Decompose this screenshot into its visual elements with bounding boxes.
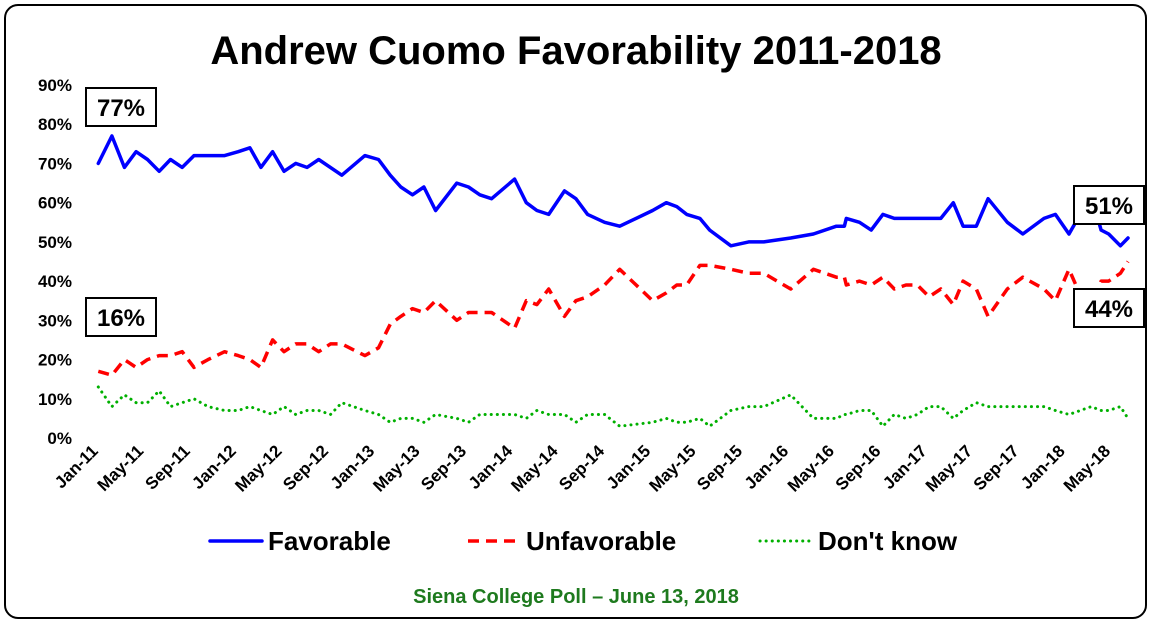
x-tick-label: Jan-13	[327, 441, 379, 493]
x-tick-label: May-17	[922, 441, 976, 495]
x-tick-label: May-18	[1060, 441, 1114, 495]
y-tick-label: 70%	[38, 154, 72, 173]
unfavorable-line	[97, 260, 1130, 377]
x-tick-label: May-15	[645, 441, 699, 495]
x-tick-label: May-16	[784, 441, 838, 495]
callout-box	[1073, 185, 1145, 225]
y-tick-label: 90%	[38, 76, 72, 95]
x-axis-ticks: Jan-11May-11Sep-11Jan-12May-12Sep-12Jan-…	[51, 441, 1114, 496]
source-note: Siena College Poll – June 13, 2018	[413, 586, 739, 608]
x-tick-label: May-14	[507, 441, 562, 496]
x-tick-label: May-11	[94, 441, 148, 495]
x-tick-label: Sep-13	[417, 441, 470, 494]
y-tick-label: 60%	[38, 194, 72, 213]
legend-label-don-t-know: Don't know	[818, 526, 958, 556]
y-tick-label: 0%	[47, 429, 72, 448]
x-tick-label: Sep-12	[279, 441, 332, 494]
y-axis-ticks: 0% 10% 20% 30% 40% 50% 60% 70% 80% 90%	[38, 76, 72, 448]
legend-label-favorable: Favorable	[268, 526, 391, 556]
callout-box	[85, 297, 157, 337]
chart-frame	[4, 4, 1147, 619]
x-tick-label: Jan-17	[879, 441, 931, 493]
x-tick-label: May-12	[231, 441, 285, 495]
favorable-line	[96, 134, 1130, 248]
y-tick-label: 10%	[38, 390, 72, 409]
callout-label: 16%	[97, 305, 145, 332]
x-tick-label: Jan-18	[1017, 441, 1069, 493]
y-tick-label: 40%	[38, 272, 72, 291]
legend: Favorable Unfavorable Don't know	[208, 526, 958, 556]
callout-label: 77%	[97, 95, 145, 122]
callouts: 77% 16% 51% 44%	[85, 87, 1145, 337]
callout-box	[85, 87, 157, 127]
x-tick-label: Sep-15	[693, 441, 746, 494]
x-tick-label: Sep-14	[555, 441, 608, 494]
x-tick-label: May-13	[369, 441, 423, 495]
callout-box	[1073, 288, 1145, 328]
x-tick-label: Sep-11	[142, 441, 194, 493]
x-tick-label: Jan-15	[603, 441, 655, 493]
x-tick-label: Jan-11	[51, 441, 102, 492]
x-tick-label: Sep-17	[970, 441, 1023, 494]
x-tick-label: Jan-12	[188, 441, 240, 493]
x-tick-label: Jan-16	[741, 441, 793, 493]
callout-label: 44%	[1085, 296, 1133, 323]
callout-label: 51%	[1085, 193, 1133, 220]
series-lines	[96, 134, 1130, 428]
y-tick-label: 20%	[38, 351, 72, 370]
x-tick-label: Jan-14	[465, 441, 517, 493]
y-tick-label: 80%	[38, 115, 72, 134]
chart-title: Andrew Cuomo Favorability 2011-2018	[210, 29, 941, 73]
don-t-know-line	[96, 385, 1130, 428]
legend-label-unfavorable: Unfavorable	[526, 526, 676, 556]
x-tick-label: Sep-16	[832, 441, 885, 494]
y-tick-label: 50%	[38, 233, 72, 252]
y-tick-label: 30%	[38, 311, 72, 330]
